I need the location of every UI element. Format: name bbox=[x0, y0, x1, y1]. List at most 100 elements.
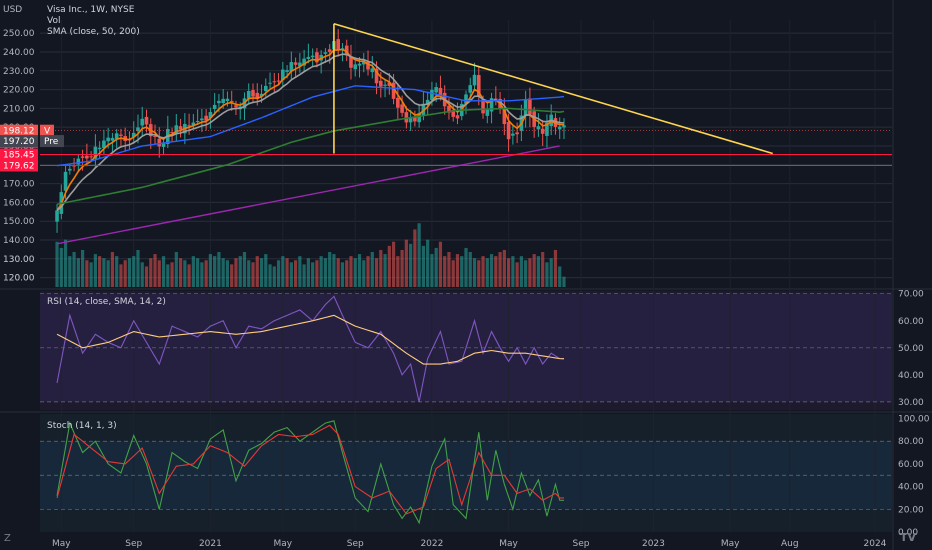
candle-body bbox=[315, 52, 319, 63]
stoch-tick-label: 60.00 bbox=[898, 460, 924, 470]
pre-badge-bg bbox=[40, 135, 64, 148]
time-tick-label: May bbox=[274, 539, 293, 549]
candle-body bbox=[289, 62, 294, 72]
stoch-tick-label: 20.00 bbox=[898, 505, 924, 515]
volume-bar bbox=[558, 266, 562, 287]
price-tick-label: 160.00 bbox=[3, 198, 35, 208]
candle-body bbox=[536, 126, 541, 130]
volume-bar bbox=[528, 258, 532, 287]
volume-bar bbox=[328, 252, 332, 287]
volume-bar bbox=[272, 266, 276, 287]
volume-bar bbox=[519, 256, 523, 287]
volume-bar bbox=[511, 256, 515, 287]
candle-body bbox=[327, 49, 332, 52]
candle-body bbox=[438, 87, 443, 96]
price-tick-label: 220.00 bbox=[3, 86, 35, 96]
volume-bar bbox=[366, 256, 370, 287]
candle-body bbox=[136, 127, 140, 132]
stoch-tick-label: 100.00 bbox=[898, 415, 930, 425]
candle-body bbox=[425, 99, 430, 106]
volume-bar bbox=[417, 223, 421, 287]
candle-body bbox=[455, 115, 460, 119]
candle-body bbox=[178, 126, 183, 130]
volume-bar bbox=[259, 258, 264, 287]
volume-bar bbox=[400, 249, 404, 287]
volume-bar bbox=[123, 260, 127, 287]
volume-bar bbox=[127, 258, 132, 287]
candle-body bbox=[357, 63, 362, 66]
candle-body bbox=[106, 137, 110, 142]
candle-body bbox=[85, 155, 89, 159]
candle-body bbox=[102, 140, 106, 149]
candle-body bbox=[55, 210, 59, 222]
stoch-tick-label: 40.00 bbox=[898, 483, 924, 493]
volume-bar bbox=[200, 262, 204, 287]
candle-body bbox=[195, 121, 200, 123]
candle-body bbox=[413, 117, 417, 122]
candle-body bbox=[208, 112, 213, 118]
level2-tag-bg bbox=[0, 159, 38, 172]
volume-bar bbox=[170, 262, 174, 287]
time-tick-label: May bbox=[721, 539, 740, 549]
stoch-tick-label: 0.00 bbox=[898, 528, 918, 538]
candle-body bbox=[383, 84, 387, 86]
volume-bar bbox=[157, 260, 161, 287]
candle-body bbox=[485, 109, 490, 116]
volume-bar bbox=[302, 264, 306, 287]
candle-body bbox=[153, 135, 157, 137]
volume-bar bbox=[234, 258, 238, 287]
candle-body bbox=[187, 125, 191, 127]
rsi-label: RSI (14, close, SMA, 14, 2) bbox=[47, 297, 166, 307]
candle-body bbox=[293, 62, 298, 65]
candle-body bbox=[212, 104, 217, 109]
time-tick-label: May bbox=[499, 539, 518, 549]
price-tick-label: 120.00 bbox=[3, 274, 35, 284]
candle-body bbox=[391, 82, 396, 99]
volume-bar bbox=[383, 254, 387, 287]
candle-body bbox=[200, 118, 204, 121]
sma200-line bbox=[56, 107, 565, 206]
volume-bar bbox=[196, 258, 200, 287]
candle-body bbox=[502, 109, 507, 125]
volume-bar bbox=[524, 260, 528, 287]
volume-bar bbox=[340, 262, 345, 287]
volume-bar bbox=[144, 266, 149, 287]
candle-body bbox=[310, 55, 315, 58]
volume-bar bbox=[174, 252, 178, 287]
price-tick-label: 140.00 bbox=[3, 236, 35, 246]
volume-bar bbox=[498, 252, 502, 287]
volume-bar bbox=[349, 256, 353, 287]
candle-body bbox=[366, 61, 370, 70]
volume-bar bbox=[507, 258, 511, 287]
time-tick-label: Aug bbox=[781, 539, 799, 549]
volume-bar bbox=[208, 254, 212, 287]
level1-tag: 185.45 bbox=[3, 151, 35, 161]
volume-bar bbox=[140, 262, 144, 287]
pre-price-tag-bg bbox=[0, 135, 38, 148]
volume-bar bbox=[391, 241, 396, 287]
volume-bar bbox=[460, 256, 464, 287]
level1-tag-bg bbox=[0, 148, 38, 161]
tradingview-logo: TV bbox=[900, 531, 917, 544]
goto-date-icon[interactable]: Z bbox=[4, 533, 11, 544]
rsi-tick-label: 70.00 bbox=[898, 290, 924, 300]
volume-bar bbox=[345, 260, 349, 287]
volume-bar bbox=[76, 258, 80, 287]
stoch-tick-label: 80.00 bbox=[898, 437, 924, 447]
candle-body bbox=[374, 68, 379, 84]
volume-bar bbox=[255, 256, 259, 287]
candle-body bbox=[140, 118, 145, 126]
volume-bar bbox=[63, 239, 68, 287]
volume-bar bbox=[370, 252, 374, 287]
volume-bar bbox=[562, 276, 566, 287]
candle-body bbox=[131, 132, 136, 137]
rsi-ma-line bbox=[56, 314, 565, 365]
volume-bar bbox=[225, 260, 230, 287]
volume-bar bbox=[357, 254, 362, 287]
volume-bar bbox=[396, 256, 400, 287]
time-tick-label: 2021 bbox=[199, 539, 222, 549]
candle-body bbox=[285, 70, 289, 72]
candle-body bbox=[144, 116, 149, 125]
volume-bar bbox=[553, 249, 558, 287]
